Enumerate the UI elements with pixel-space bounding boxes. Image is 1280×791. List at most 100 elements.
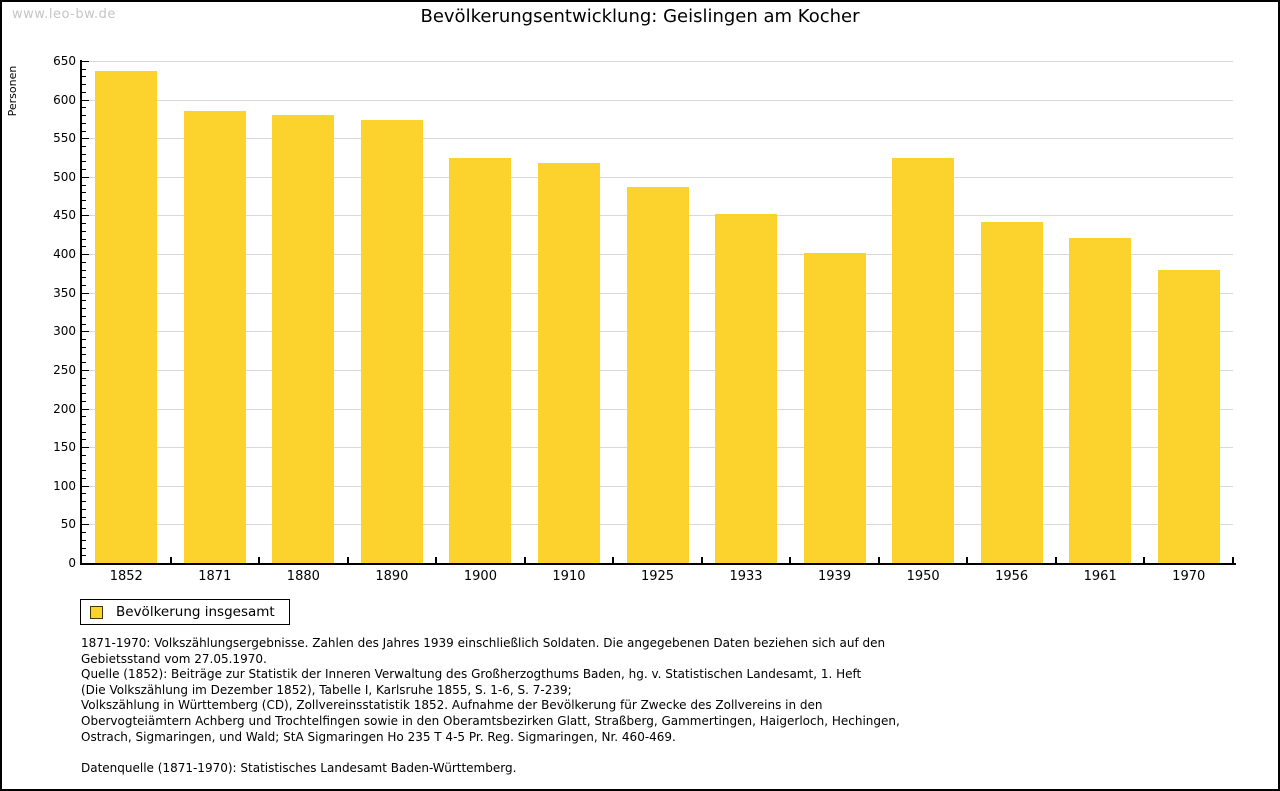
bar-1970: [1158, 270, 1220, 563]
footer-line: Ostrach, Sigmaringen, und Wald; StA Sigm…: [81, 729, 676, 744]
x-tick: [346, 557, 349, 563]
y-tick-minor: [82, 516, 86, 518]
y-tick-minor: [82, 192, 86, 194]
footer-line: Gebietsstand vom 27.05.1970.: [81, 651, 267, 666]
y-tick-minor: [82, 223, 86, 225]
y-tick-minor: [82, 454, 86, 456]
y-tick-minor: [82, 308, 86, 310]
y-tick-label: 650: [53, 54, 76, 68]
gridline: [82, 138, 1233, 140]
x-axis-label: 1871: [198, 569, 232, 584]
y-tick-label: 600: [53, 92, 76, 107]
footer-spacer: [81, 745, 1211, 761]
y-tick-minor: [82, 462, 86, 464]
y-tick-minor: [82, 354, 86, 356]
y-tick-minor: [82, 339, 86, 341]
y-tick-minor: [82, 346, 86, 348]
y-tick-minor: [82, 393, 86, 395]
bar-1871: [184, 111, 246, 563]
legend-swatch-icon: [90, 605, 103, 619]
x-tick: [1232, 557, 1234, 563]
y-tick-label: 150: [53, 440, 76, 455]
x-axis-label: 1880: [286, 569, 320, 584]
x-tick: [258, 557, 261, 563]
y-tick-label: 300: [53, 324, 76, 339]
y-tick-major: [82, 331, 89, 333]
y-tick-label: 50: [60, 517, 76, 532]
y-tick-minor: [82, 238, 86, 240]
y-tick-major: [82, 138, 89, 140]
y-tick-minor: [82, 184, 86, 186]
y-axis-line: [80, 60, 82, 565]
y-tick-minor: [82, 423, 86, 425]
footer-line: 1871-1970: Volkszählungsergebnisse. Zahl…: [81, 636, 886, 650]
y-tick-minor: [82, 508, 86, 510]
y-tick-minor: [82, 431, 86, 433]
y-tick-minor: [82, 377, 86, 379]
y-tick-minor: [82, 130, 86, 132]
x-axis-label: 1852: [109, 569, 143, 584]
x-axis-label: 1961: [1083, 569, 1117, 584]
x-axis-label: 1890: [375, 569, 409, 584]
y-tick-major: [82, 447, 89, 449]
y-tick-minor: [82, 300, 86, 302]
footer-line: Quelle (1852): Beiträge zur Statistik de…: [81, 667, 862, 682]
y-tick-label: 100: [53, 478, 76, 493]
y-tick-minor: [82, 76, 86, 78]
y-tick-minor: [82, 416, 86, 418]
x-axis-label: 1910: [552, 569, 586, 584]
y-tick-minor: [82, 200, 86, 201]
x-tick: [789, 557, 792, 563]
y-tick-minor: [82, 115, 86, 117]
y-tick-major: [82, 254, 89, 256]
y-tick-minor: [82, 269, 86, 271]
y-tick-major: [82, 369, 89, 371]
x-tick: [612, 557, 615, 563]
y-tick-minor: [82, 84, 86, 86]
bar-1933: [715, 214, 777, 563]
x-tick: [523, 557, 526, 563]
y-tick-minor: [82, 400, 86, 402]
x-tick: [435, 557, 438, 563]
bar-1900: [449, 158, 511, 563]
y-tick-minor: [82, 555, 86, 557]
bar-1852: [95, 71, 157, 563]
legend-box: Bevölkerung insgesamt: [80, 599, 290, 625]
x-axis-label: 1970: [1172, 569, 1206, 584]
y-tick-minor: [82, 91, 86, 93]
gridline: [82, 61, 1233, 62]
bar-1880: [272, 115, 334, 563]
y-tick-major: [82, 176, 89, 178]
bar-1939: [804, 253, 866, 563]
y-tick-major: [82, 99, 89, 101]
x-tick: [877, 557, 880, 563]
y-tick-minor: [82, 439, 86, 441]
x-axis-label: 1925: [640, 569, 675, 584]
y-tick-minor: [82, 107, 86, 109]
y-tick-minor: [82, 261, 86, 263]
x-tick: [966, 557, 969, 563]
bar-1961: [1069, 238, 1131, 563]
x-axis-label: 1933: [729, 569, 763, 584]
y-tick-minor: [82, 470, 86, 472]
y-tick-minor: [82, 284, 86, 286]
x-tick: [169, 557, 172, 563]
bar-1910: [538, 163, 600, 563]
y-tick-minor: [82, 230, 86, 232]
y-tick-minor: [82, 145, 86, 147]
footer-notes: 1871-1970: Volkszählungsergebnisse. Zahl…: [81, 636, 1211, 776]
bar-1950: [892, 158, 954, 563]
y-tick-major: [82, 292, 89, 294]
y-tick-minor: [82, 532, 86, 534]
legend-label: Bevölkerung insgesamt: [116, 604, 275, 620]
x-axis-label: 1956: [995, 569, 1029, 584]
y-tick-minor: [82, 501, 86, 503]
y-tick-minor: [82, 169, 86, 171]
y-tick-minor: [82, 315, 86, 317]
y-tick-label: 0: [68, 556, 76, 570]
bar-1925: [627, 187, 689, 563]
datasource-note: Datenquelle (1871-1970): Statistisches L…: [81, 760, 517, 775]
footer-line: Obervogteiämtern Achberg und Trochtelfin…: [81, 713, 900, 728]
y-tick-major: [82, 524, 89, 526]
footer-line: (Die Volkszählung im Dezember 1852), Tab…: [81, 682, 572, 697]
